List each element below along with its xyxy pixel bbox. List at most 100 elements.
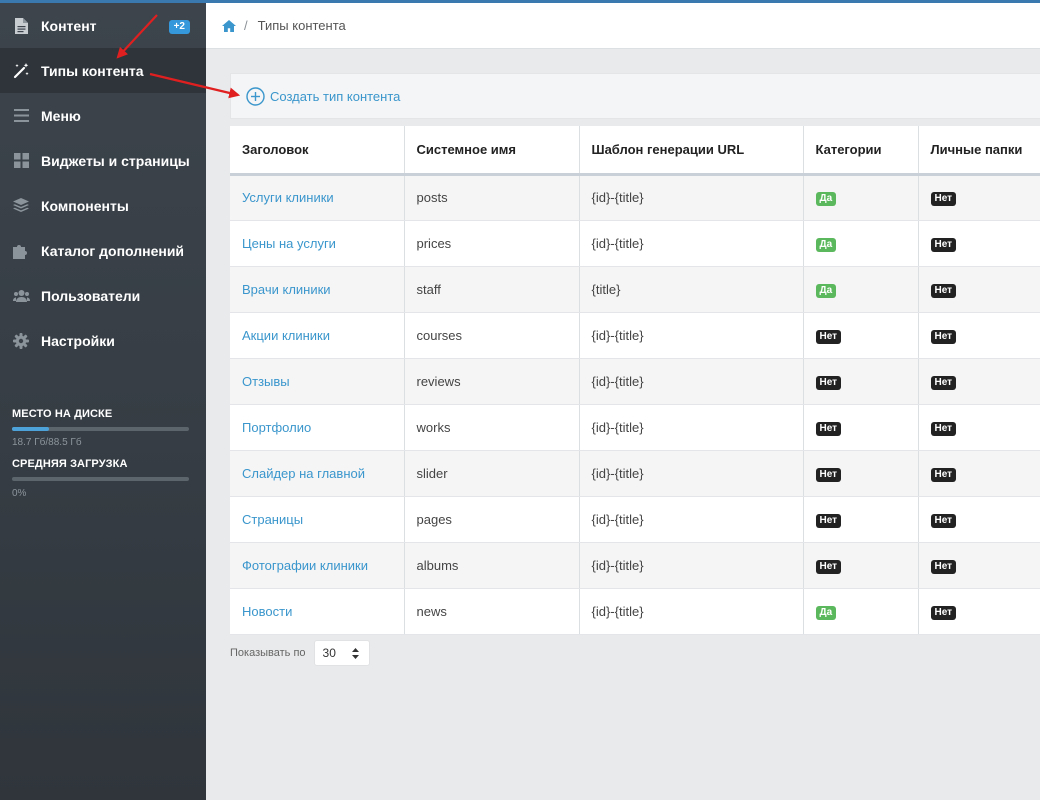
categories-badge: Нет — [815, 421, 842, 436]
sidebar-item-components[interactable]: Компоненты — [0, 183, 206, 228]
content-type-link[interactable]: Портфолио — [242, 419, 312, 435]
content-type-link[interactable]: Отзывы — [242, 373, 290, 389]
categories-badge: Нет — [815, 559, 842, 574]
content-type-link[interactable]: Фотографии клиники — [242, 557, 368, 573]
cell-url-template: {id}-{title} — [579, 450, 804, 497]
cell-url-template: {id}-{title} — [579, 358, 804, 405]
content-types-table: Заголовок Системное имя Шаблон генерации… — [230, 126, 1040, 635]
column-header-url-template[interactable]: Шаблон генерации URL — [579, 126, 804, 176]
personal-folders-badge: Нет — [930, 237, 957, 252]
sidebar-item-settings[interactable]: Настройки — [0, 318, 206, 363]
table-row: Новости news {id}-{title} Да Нет — [230, 588, 1040, 635]
cell-title: Отзывы — [230, 358, 405, 405]
puzzle-icon — [12, 242, 30, 260]
cell-personal-folders: Нет — [918, 220, 1040, 267]
breadcrumb-separator: / — [244, 18, 248, 33]
categories-badge: Нет — [815, 375, 842, 390]
cell-system-name: prices — [404, 220, 580, 267]
column-header-categories[interactable]: Категории — [803, 126, 919, 176]
content-type-link[interactable]: Услуги клиники — [242, 190, 334, 205]
cell-personal-folders: Нет — [918, 312, 1040, 359]
cell-title: Страницы — [230, 496, 405, 543]
disk-usage-title: МЕСТО НА ДИСКЕ — [12, 408, 113, 420]
column-header-system-name[interactable]: Системное имя — [404, 126, 580, 176]
content-type-link[interactable]: Слайдер на главной — [242, 465, 365, 481]
sidebar-item-label: Каталог дополнений — [41, 242, 185, 259]
gear-icon — [12, 332, 30, 350]
cell-url-template: {title} — [579, 266, 804, 313]
sidebar-item-content-types[interactable]: Типы контента — [0, 48, 206, 93]
cell-personal-folders: Нет — [918, 450, 1040, 497]
table-row: Страницы pages {id}-{title} Нет Нет — [230, 496, 1040, 543]
sidebar-item-label: Виджеты и страницы — [41, 152, 190, 169]
content-type-link[interactable]: Врачи клиники — [242, 281, 331, 297]
cell-system-name: reviews — [404, 358, 580, 405]
cell-system-name: pages — [404, 496, 580, 543]
sort-arrows-icon — [351, 648, 359, 662]
cell-personal-folders: Нет — [918, 496, 1040, 543]
content-type-link[interactable]: Акции клиники — [242, 327, 331, 343]
cell-categories: Нет — [803, 542, 919, 589]
cell-categories: Нет — [803, 450, 919, 497]
categories-badge: Да — [815, 237, 837, 252]
cell-personal-folders: Нет — [918, 404, 1040, 451]
sidebar-item-label: Пользователи — [41, 287, 141, 304]
cell-system-name: courses — [404, 312, 580, 359]
cell-system-name: slider — [404, 450, 580, 497]
cell-url-template: {id}-{title} — [579, 312, 804, 359]
cell-personal-folders: Нет — [918, 542, 1040, 589]
personal-folders-badge: Нет — [930, 605, 957, 620]
column-header-personal-folders[interactable]: Личные папки — [918, 126, 1040, 176]
cell-system-name: works — [404, 404, 580, 451]
table-row: Слайдер на главной slider {id}-{title} Нет Н… — [230, 450, 1040, 497]
categories-badge: Да — [815, 192, 837, 206]
cell-system-name: news — [404, 588, 580, 635]
grid-icon — [12, 152, 30, 170]
cell-title: Акции клиники — [230, 312, 405, 359]
personal-folders-badge: Нет — [930, 513, 957, 528]
home-icon[interactable] — [222, 19, 236, 33]
content-type-link[interactable]: Страницы — [242, 511, 304, 527]
table-row: Цены на услуги prices {id}-{title} Да Нет — [230, 220, 1040, 267]
categories-badge: Нет — [815, 513, 842, 528]
cell-title: Новости — [230, 588, 405, 635]
toolbar: Создать тип контента — [230, 73, 1040, 119]
personal-folders-badge: Нет — [930, 559, 957, 574]
categories-badge: Нет — [815, 467, 842, 482]
cell-categories: Нет — [803, 404, 919, 451]
cell-categories: Да — [803, 266, 919, 313]
menu-icon — [12, 107, 30, 125]
sidebar-item-widgets[interactable]: Виджеты и страницы — [0, 138, 206, 183]
create-content-type-button[interactable]: Создать тип контента — [246, 86, 400, 106]
cell-categories: Нет — [803, 358, 919, 405]
cpu-load-text: 0% — [12, 488, 27, 499]
cell-title: Врачи клиники — [230, 266, 405, 313]
cell-system-name: staff — [404, 266, 580, 313]
personal-folders-badge: Нет — [930, 192, 957, 206]
per-page-select[interactable]: 30 — [313, 640, 370, 666]
cell-personal-folders: Нет — [918, 358, 1040, 405]
personal-folders-badge: Нет — [930, 421, 957, 436]
sidebar-item-users[interactable]: Пользователи — [0, 273, 206, 318]
breadcrumb-current: Типы контента — [257, 18, 346, 33]
cell-url-template: {id}-{title} — [579, 496, 804, 543]
magic-wand-icon — [12, 62, 30, 80]
cell-title: Портфолио — [230, 404, 405, 451]
cell-title: Цены на услуги — [230, 220, 405, 267]
content-type-link[interactable]: Новости — [242, 603, 293, 619]
sidebar-item-addons[interactable]: Каталог дополнений — [0, 228, 206, 273]
cpu-load-title: СРЕДНЯЯ ЗАГРУЗКА — [12, 458, 128, 470]
breadcrumb: / Типы контента — [206, 3, 1040, 49]
plus-circle-icon — [246, 86, 265, 106]
cell-title: Фотографии клиники — [230, 542, 405, 589]
sidebar-item-menu[interactable]: Меню — [0, 93, 206, 138]
cell-personal-folders: Нет — [918, 174, 1040, 221]
sidebar-item-label: Настройки — [41, 332, 115, 349]
categories-badge: Нет — [815, 329, 842, 344]
content-type-link[interactable]: Цены на услуги — [242, 235, 336, 251]
column-header-title[interactable]: Заголовок — [230, 126, 405, 176]
sidebar-item-content[interactable]: Контент +2 — [0, 3, 206, 48]
per-page-label: Показывать по — [230, 647, 306, 659]
cell-personal-folders: Нет — [918, 588, 1040, 635]
cell-personal-folders: Нет — [918, 266, 1040, 313]
